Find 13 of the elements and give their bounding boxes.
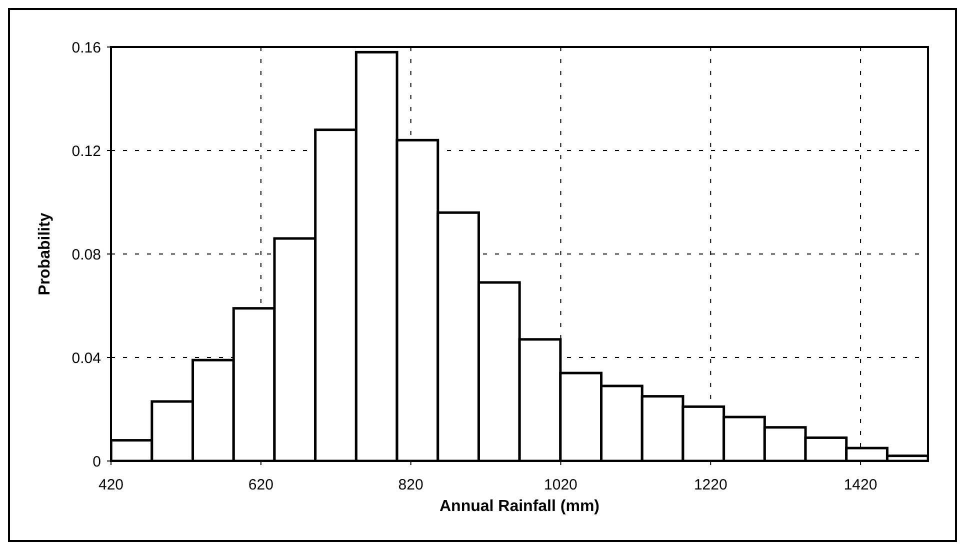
y-tick-label: 0 — [92, 453, 101, 470]
x-tick-label: 1420 — [844, 476, 878, 494]
x-tick-label: 620 — [248, 476, 274, 494]
y-axis-title: Probability — [36, 212, 54, 296]
x-tick-label: 1220 — [694, 476, 728, 494]
y-tick-label: 0.12 — [72, 142, 101, 160]
x-tick-label: 420 — [98, 476, 124, 494]
x-tick-label: 1020 — [544, 476, 578, 494]
x-tick-label: 820 — [398, 476, 424, 494]
y-tick-label: 0.16 — [72, 39, 101, 56]
y-tick-label: 0.04 — [72, 350, 101, 367]
y-tick-label: 0.08 — [72, 246, 101, 264]
x-axis-title: Annual Rainfall (mm) — [439, 498, 600, 515]
